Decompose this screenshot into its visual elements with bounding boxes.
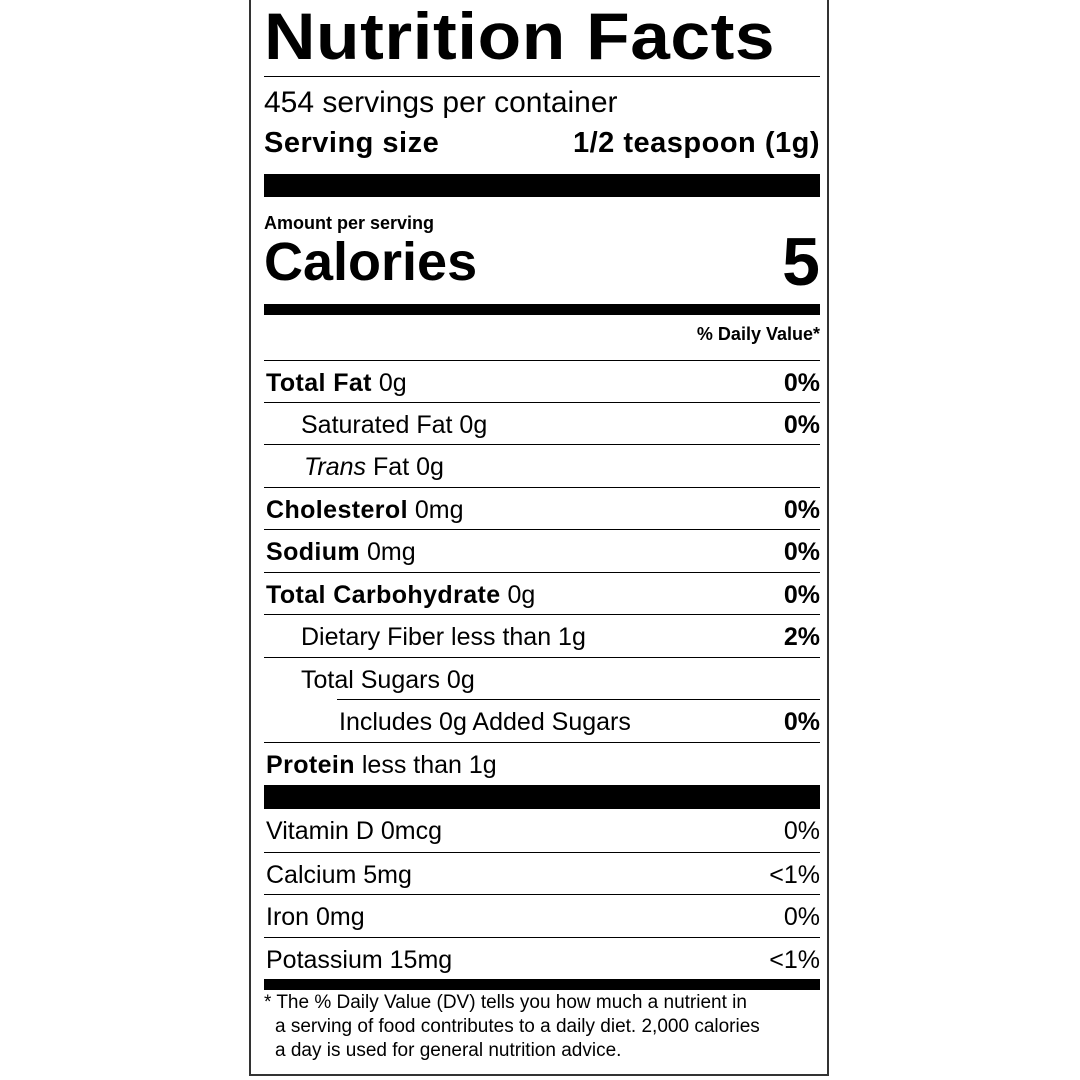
vitamin-name: Vitamin D 0mcg xyxy=(266,817,442,845)
footnote-line: a serving of food contributes to a daily… xyxy=(275,1016,760,1037)
nutrient-name: Cholesterol xyxy=(266,496,408,524)
nutrient-amount: 0mg xyxy=(367,538,416,566)
nutrient-name: Trans xyxy=(304,453,367,481)
nutrition-facts-label: Nutrition Facts 454 servings per contain… xyxy=(249,0,829,1076)
serving-size-row: Serving size 1/2 teaspoon (1g) xyxy=(264,126,820,160)
nutrient-row-sodium: Sodium 0mg 0% xyxy=(264,529,820,571)
nutrient-name: Total Carbohydrate xyxy=(266,581,501,609)
vitamin-dv: 0% xyxy=(783,903,820,931)
nutrient-row-total-fat: Total Fat 0g 0% xyxy=(264,360,820,402)
nutrient-amount: 0g xyxy=(507,581,536,609)
vitamin-dv: 0% xyxy=(783,817,820,845)
nutrient-row-total-carbohydrate: Total Carbohydrate 0g 0% xyxy=(264,572,820,614)
vitamin-row-iron: Iron 0mg 0% xyxy=(264,894,820,936)
nutrient-name: Protein xyxy=(266,751,355,779)
calories-label: Calories xyxy=(264,232,478,292)
vitamin-row-calcium: Calcium 5mg <1% xyxy=(264,852,820,894)
vitamin-name: Iron 0mg xyxy=(266,903,365,931)
calories-row: Calories 5 xyxy=(264,224,820,300)
nutrient-dv: 2% xyxy=(783,623,820,651)
nutrient-name: Includes 0g Added Sugars xyxy=(339,708,631,736)
medium-divider xyxy=(264,304,820,315)
nutrient-amount: 0g xyxy=(378,369,407,397)
footnote-line: * The % Daily Value (DV) tells you how m… xyxy=(264,992,747,1013)
footnote-line: a day is used for general nutrition advi… xyxy=(275,1040,622,1061)
nutrient-name: Total Sugars 0g xyxy=(301,666,475,694)
nutrient-row-added-sugars: Includes 0g Added Sugars 0% xyxy=(337,699,820,741)
calories-value: 5 xyxy=(782,224,820,300)
divider xyxy=(264,76,820,77)
nutrient-amount: Fat 0g xyxy=(373,453,444,481)
serving-size-value: 1/2 teaspoon (1g) xyxy=(573,127,820,159)
nutrient-row-trans-fat: Trans Fat 0g xyxy=(264,444,820,486)
nutrient-row-total-sugars: Total Sugars 0g xyxy=(264,657,820,699)
thick-divider xyxy=(264,174,820,197)
nutrient-dv: 0% xyxy=(783,581,820,609)
nutrient-row-protein: Protein less than 1g xyxy=(264,742,820,784)
amount-per-serving: Amount per serving xyxy=(264,213,435,233)
label-title: Nutrition Facts xyxy=(264,0,776,73)
nutrient-name: Saturated Fat 0g xyxy=(301,411,488,439)
daily-value-header: % Daily Value* xyxy=(696,324,820,344)
nutrient-name: Sodium xyxy=(266,538,361,566)
nutrient-dv: 0% xyxy=(783,538,820,566)
nutrient-row-cholesterol: Cholesterol 0mg 0% xyxy=(264,487,820,529)
nutrient-name: Total Fat xyxy=(266,369,372,397)
thick-divider xyxy=(264,785,820,809)
vitamin-row-vitamin-d: Vitamin D 0mcg 0% xyxy=(264,809,820,851)
nutrient-name: Dietary Fiber less than 1g xyxy=(301,623,586,651)
nutrient-dv: 0% xyxy=(783,496,820,524)
nutrient-dv: 0% xyxy=(783,708,820,736)
vitamin-name: Calcium 5mg xyxy=(266,861,412,889)
footnote: * The % Daily Value (DV) tells you how m… xyxy=(264,991,820,1063)
servings-per-container: 454 servings per container xyxy=(264,86,618,119)
vitamin-name: Potassium 15mg xyxy=(266,946,453,974)
nutrient-amount: less than 1g xyxy=(361,751,497,779)
vitamin-row-potassium: Potassium 15mg <1% xyxy=(264,937,820,979)
serving-size-label: Serving size xyxy=(264,127,440,159)
medium-divider xyxy=(264,979,820,990)
nutrient-amount: 0mg xyxy=(414,496,464,524)
nutrient-row-saturated-fat: Saturated Fat 0g 0% xyxy=(264,402,820,444)
nutrient-row-dietary-fiber: Dietary Fiber less than 1g 2% xyxy=(264,614,820,656)
nutrient-dv: 0% xyxy=(783,411,820,439)
nutrient-dv: 0% xyxy=(783,369,820,397)
vitamin-dv: <1% xyxy=(769,946,820,974)
vitamin-dv: <1% xyxy=(769,861,820,889)
